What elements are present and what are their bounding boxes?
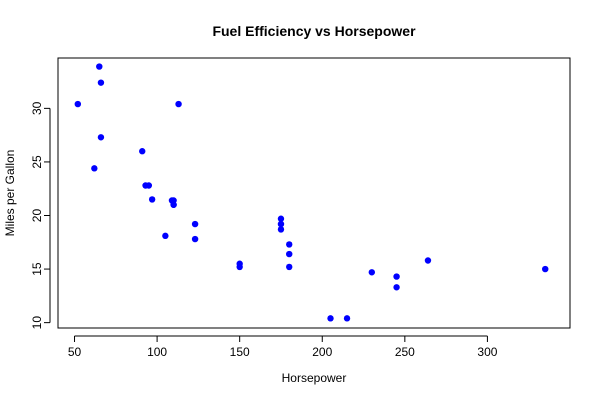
x-axis-label: Horsepower [282,371,347,385]
data-point [286,250,293,258]
data-point [424,257,432,264]
data-point [393,284,400,291]
data-point [74,100,82,108]
y-axis: 10 15 20 25 30 [30,101,51,330]
x-tick-label: 50 [68,345,82,359]
y-tick-label: 20 [30,209,44,223]
y-tick-label: 10 [30,316,44,330]
data-point [286,263,293,271]
data-point [343,315,351,322]
data-point [236,263,243,271]
data-point [542,265,549,273]
data-point [91,165,98,172]
data-point [97,134,105,141]
plot-frame [57,57,571,329]
data-point [97,79,105,86]
x-tick-label: 100 [147,345,167,359]
data-point [277,220,285,228]
data-point [168,197,176,204]
data-point [139,148,146,155]
data-point [162,232,169,240]
x-tick-label: 250 [395,345,415,359]
data-point [277,226,285,233]
data-point [191,235,199,243]
chart-title: Fuel Efficiency vs Horsepower [212,23,416,39]
x-axis: 50 100 150 200 250 300 [68,335,498,359]
data-point [96,63,103,70]
data-point [393,273,400,280]
data-point [368,269,376,276]
x-tick-label: 300 [477,345,497,359]
x-tick-label: 150 [230,345,250,359]
y-axis-label: Miles per Gallon [3,150,17,237]
data-point [277,215,285,222]
data-points [74,63,549,322]
data-point [191,220,199,228]
data-point [148,196,156,203]
data-point [175,100,182,108]
x-tick-label: 200 [312,345,332,359]
y-tick-label: 30 [30,101,44,115]
data-point [327,315,334,322]
data-point [145,182,153,189]
y-tick-label: 15 [30,262,44,276]
y-tick-label: 25 [30,155,44,169]
data-point [286,241,293,248]
